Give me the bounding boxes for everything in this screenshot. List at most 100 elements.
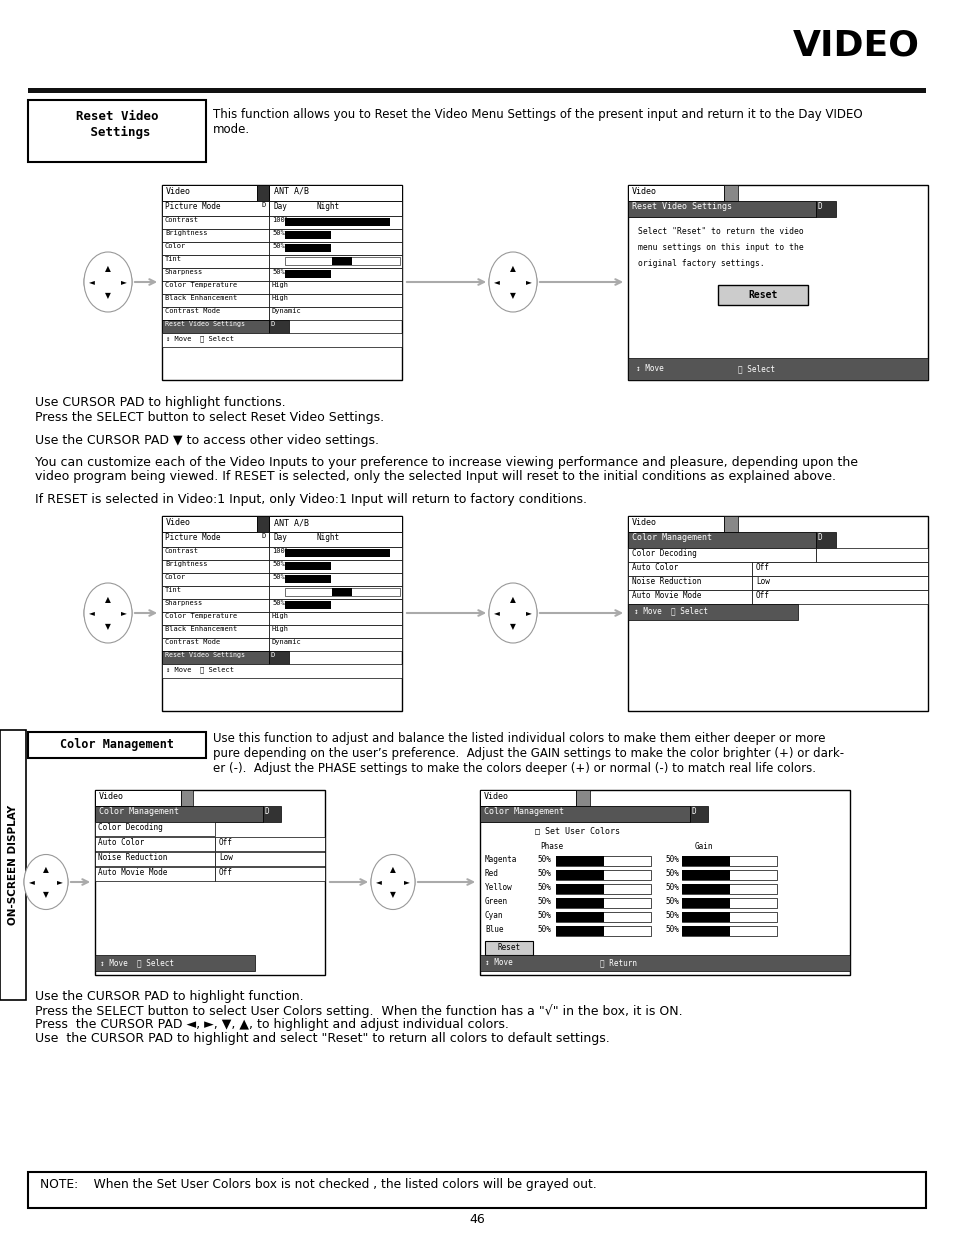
Bar: [28, 88, 925, 93]
Text: Color Decoding: Color Decoding: [98, 823, 163, 832]
Text: Reset Video Settings: Reset Video Settings: [165, 652, 245, 658]
Text: Picture Mode: Picture Mode: [165, 203, 220, 211]
Bar: [162, 625, 269, 638]
Text: Black Enhancement: Black Enhancement: [165, 295, 237, 301]
Bar: [285, 562, 331, 571]
Bar: [162, 185, 401, 380]
Bar: [162, 613, 269, 625]
Bar: [681, 856, 729, 866]
Text: ↕ Move  Ⓜ Select: ↕ Move Ⓜ Select: [166, 666, 233, 673]
Bar: [95, 790, 325, 974]
Bar: [256, 516, 269, 532]
Text: Press  the CURSOR PAD ◄, ►, ▼, ▲, to highlight and adjust individual colors.: Press the CURSOR PAD ◄, ►, ▼, ▲, to high…: [35, 1018, 508, 1031]
Bar: [269, 216, 401, 228]
Bar: [162, 532, 269, 547]
Bar: [815, 201, 835, 217]
Bar: [681, 926, 776, 936]
Text: 50%: 50%: [537, 883, 550, 892]
Bar: [181, 790, 193, 806]
Text: ▼: ▼: [510, 621, 516, 631]
Text: Reset Video: Reset Video: [75, 110, 158, 124]
Bar: [28, 1172, 925, 1208]
Bar: [627, 516, 723, 532]
Bar: [269, 254, 401, 268]
Bar: [627, 185, 723, 201]
Text: 50%: 50%: [272, 269, 284, 275]
Bar: [285, 576, 331, 583]
Bar: [681, 884, 729, 894]
Bar: [484, 941, 533, 955]
Text: Low: Low: [219, 853, 233, 862]
Bar: [162, 268, 269, 282]
Bar: [556, 869, 603, 881]
Text: Press the SELECT button to select User Colors setting.  When the function has a : Press the SELECT button to select User C…: [35, 1004, 682, 1018]
Text: ►: ►: [57, 878, 63, 887]
Bar: [627, 576, 751, 590]
Text: 46: 46: [469, 1213, 484, 1226]
Bar: [269, 185, 401, 201]
Bar: [815, 548, 927, 562]
Bar: [627, 590, 751, 604]
Circle shape: [489, 589, 537, 637]
Text: ▼: ▼: [43, 889, 49, 899]
Text: ▲: ▲: [105, 264, 111, 273]
Bar: [95, 837, 214, 851]
Text: 100%: 100%: [272, 548, 289, 555]
Text: Ⓜ Select: Ⓜ Select: [738, 364, 774, 373]
Bar: [162, 201, 269, 216]
Bar: [479, 790, 849, 974]
Bar: [162, 599, 269, 613]
Bar: [162, 516, 401, 711]
Text: Night: Night: [316, 534, 340, 542]
Text: Use the CURSOR PAD ▼ to access other video settings.: Use the CURSOR PAD ▼ to access other vid…: [35, 433, 378, 447]
Text: Night: Night: [316, 203, 340, 211]
Text: 100%: 100%: [272, 217, 289, 224]
Bar: [269, 294, 401, 308]
Text: Color Temperature: Color Temperature: [165, 613, 237, 619]
Bar: [689, 806, 707, 823]
Ellipse shape: [489, 583, 537, 643]
Bar: [681, 911, 729, 923]
Text: Press the SELECT button to select Reset Video Settings.: Press the SELECT button to select Reset …: [35, 411, 384, 424]
Text: D: D: [262, 534, 266, 538]
Bar: [627, 201, 815, 217]
Text: ◄: ◄: [494, 278, 499, 287]
Bar: [627, 562, 751, 576]
Text: Video: Video: [631, 186, 657, 196]
Text: Contrast Mode: Contrast Mode: [165, 308, 220, 314]
Text: menu settings on this input to the: menu settings on this input to the: [638, 243, 803, 252]
Text: Off: Off: [755, 592, 769, 600]
Bar: [256, 185, 269, 201]
Text: Sharpness: Sharpness: [165, 269, 203, 275]
Text: 50%: 50%: [664, 883, 679, 892]
Bar: [285, 245, 331, 252]
Text: VIDEO: VIDEO: [792, 28, 919, 62]
Text: ▼: ▼: [105, 621, 111, 631]
Bar: [269, 532, 401, 547]
Text: Video: Video: [166, 186, 191, 196]
Text: Color: Color: [165, 243, 186, 249]
Bar: [269, 585, 401, 599]
Bar: [681, 869, 729, 881]
Bar: [162, 282, 269, 294]
Text: Color Management: Color Management: [99, 806, 179, 816]
Bar: [269, 638, 401, 651]
Text: D: D: [271, 652, 275, 658]
Text: 50%: 50%: [664, 897, 679, 906]
Bar: [95, 867, 214, 881]
Bar: [269, 308, 401, 320]
Bar: [162, 559, 269, 573]
Text: Color Management: Color Management: [483, 806, 563, 816]
Bar: [162, 547, 269, 559]
Text: ANT A/B: ANT A/B: [274, 186, 309, 196]
Bar: [269, 282, 401, 294]
Text: Color Management: Color Management: [631, 534, 711, 542]
Bar: [0, 730, 26, 1000]
Text: Phase: Phase: [539, 842, 562, 851]
Text: pure depending on the user’s preference.  Adjust the GAIN settings to make the c: pure depending on the user’s preference.…: [213, 747, 843, 760]
Bar: [162, 242, 269, 254]
Text: Contrast: Contrast: [165, 548, 199, 555]
Bar: [479, 790, 576, 806]
Text: Video: Video: [631, 517, 657, 527]
Bar: [162, 228, 269, 242]
